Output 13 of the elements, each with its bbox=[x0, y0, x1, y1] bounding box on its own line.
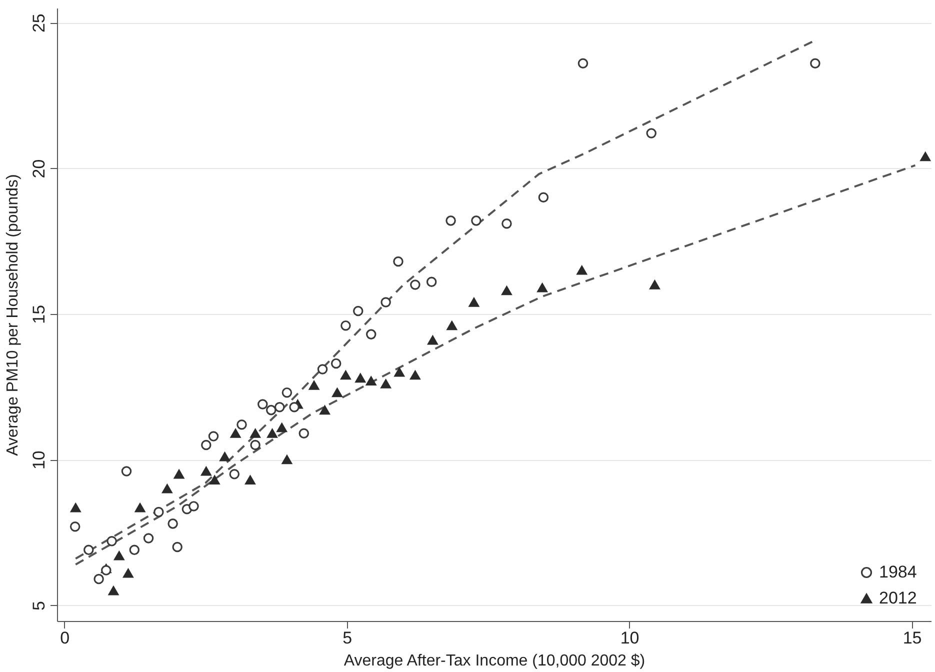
legend-label: 1984 bbox=[879, 562, 917, 582]
y-tick-label: 5 bbox=[30, 601, 48, 610]
x-tick-label: 10 bbox=[620, 628, 640, 648]
legend-label: 2012 bbox=[879, 588, 917, 608]
x-tick-label: 15 bbox=[902, 628, 922, 648]
y-tick-label: 10 bbox=[30, 450, 48, 470]
x-tick-label: 5 bbox=[342, 628, 352, 648]
x-tick-label: 0 bbox=[60, 628, 70, 648]
y-axis-title: Average PM10 per Household (pounds) bbox=[4, 174, 22, 456]
y-tick-label: 20 bbox=[30, 159, 48, 178]
y-tick-label: 25 bbox=[30, 14, 48, 33]
x-axis-title: Average After-Tax Income (10,000 2002 $) bbox=[344, 652, 646, 670]
y-tick-label: 15 bbox=[30, 304, 48, 324]
